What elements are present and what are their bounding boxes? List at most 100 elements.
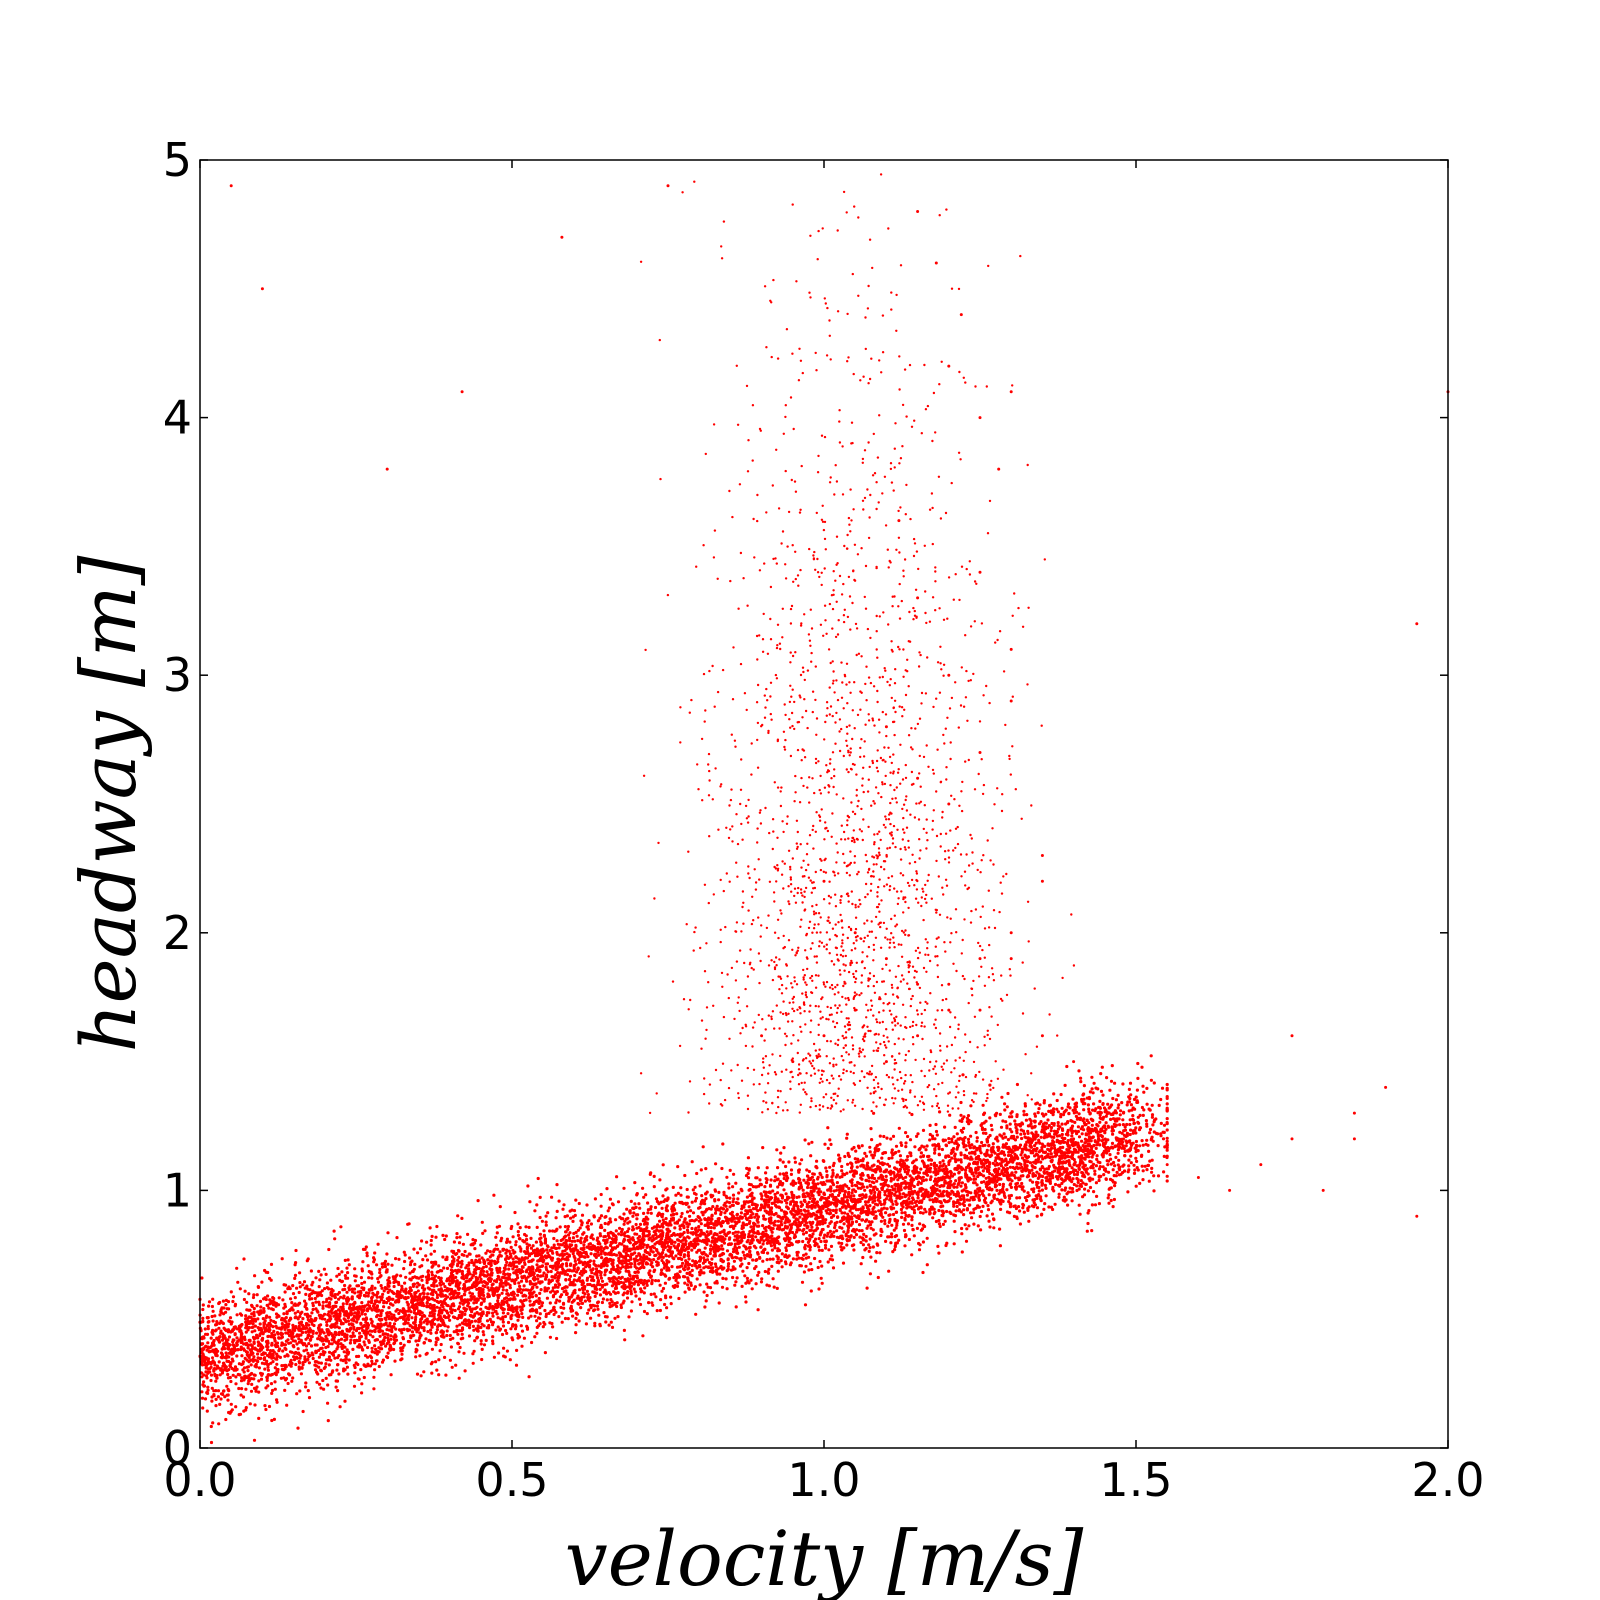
- scatter-point: [893, 1248, 897, 1252]
- scatter-point: [313, 1296, 317, 1301]
- scatter-point: [655, 1249, 659, 1253]
- scatter-point: [342, 1350, 346, 1354]
- scatter-point: [206, 1385, 210, 1389]
- scatter-point: [806, 1185, 810, 1190]
- scatter-point: [546, 1211, 550, 1215]
- scatter-point: [1030, 1131, 1034, 1135]
- scatter-point: [269, 1318, 273, 1322]
- scatter-point: [616, 1200, 621, 1204]
- scatter-point: [825, 1169, 829, 1173]
- scatter-point: [763, 1185, 767, 1189]
- scatter-point: [669, 1302, 673, 1306]
- scatter-point: [705, 1293, 709, 1298]
- scatter-point: [710, 1177, 714, 1181]
- scatter-point: [998, 1227, 1002, 1231]
- scatter-point: [1102, 1168, 1107, 1172]
- scatter-point: [347, 1358, 351, 1362]
- scatter-point: [1015, 1082, 1020, 1087]
- scatter-point: [1060, 1106, 1064, 1110]
- scatter-point: [761, 1242, 765, 1246]
- scatter-point: [1156, 1174, 1161, 1178]
- scatter-point: [572, 1231, 576, 1236]
- scatter-point: [1039, 1135, 1043, 1139]
- scatter-point: [715, 1204, 719, 1208]
- scatter-point: [1020, 1156, 1025, 1160]
- scatter-point: [443, 1355, 447, 1359]
- scatter-point: [725, 1249, 730, 1253]
- scatter-point: [461, 1242, 465, 1246]
- scatter-point: [1127, 1109, 1131, 1113]
- scatter-point: [485, 1319, 490, 1323]
- scatter-point: [969, 1211, 973, 1215]
- scatter-point: [635, 1254, 639, 1258]
- scatter-point: [1138, 1144, 1142, 1148]
- scatter-point: [490, 1268, 494, 1272]
- scatter-point: [917, 1241, 921, 1246]
- scatter-point: [231, 1340, 235, 1344]
- scatter-point: [218, 1402, 222, 1406]
- scatter-point: [297, 1290, 301, 1295]
- scatter-point: [1127, 1158, 1131, 1162]
- scatter-point: [295, 1286, 299, 1290]
- scatter-point: [1097, 1202, 1101, 1206]
- scatter-point: [985, 1214, 989, 1218]
- scatter-point: [805, 1174, 810, 1178]
- scatter-point: [429, 1328, 433, 1332]
- scatter-point: [829, 1244, 834, 1248]
- scatter-point: [1004, 1120, 1008, 1124]
- scatter-point: [678, 1227, 682, 1231]
- scatter-point: [494, 1243, 499, 1247]
- scatter-point: [424, 1254, 428, 1258]
- scatter-point: [962, 1208, 966, 1212]
- scatter-point: [802, 1208, 807, 1212]
- scatter-point: [1086, 1221, 1090, 1226]
- scatter-point: [227, 1335, 232, 1339]
- scatter-point: [850, 1181, 854, 1185]
- scatter-point: [1159, 1097, 1163, 1102]
- scatter-point: [224, 1303, 228, 1307]
- scatter-point: [1043, 1156, 1047, 1160]
- scatter-point: [1138, 1181, 1142, 1185]
- scatter-point: [885, 1136, 889, 1140]
- scatter-point: [318, 1278, 322, 1282]
- scatter-point: [266, 1345, 270, 1349]
- scatter-point: [731, 1185, 735, 1189]
- scatter-point: [1053, 1182, 1058, 1187]
- scatter-point: [283, 1346, 287, 1350]
- scatter-point: [778, 1172, 782, 1176]
- scatter-point: [504, 1257, 508, 1261]
- scatter-point: [388, 1281, 392, 1285]
- scatter-point: [893, 1234, 897, 1239]
- scatter-point: [252, 1293, 256, 1297]
- scatter-point: [480, 1357, 484, 1362]
- scatter-point: [545, 1244, 550, 1248]
- scatter-point: [401, 1337, 405, 1341]
- scatter-point: [810, 1235, 814, 1239]
- scatter-point: [1111, 1117, 1116, 1121]
- scatter-point: [613, 1316, 617, 1320]
- scatter-point: [1002, 1159, 1006, 1163]
- scatter-point: [941, 1222, 946, 1226]
- scatter-point: [579, 1306, 583, 1310]
- scatter-point: [1006, 1153, 1011, 1158]
- scatter-point: [310, 1311, 314, 1315]
- scatter-point: [1108, 1088, 1112, 1092]
- scatter-point: [776, 1269, 780, 1273]
- scatter-point: [984, 1176, 988, 1180]
- scatter-point: [1129, 1161, 1133, 1165]
- scatter-point: [1135, 1166, 1139, 1170]
- scatter-point: [713, 1262, 718, 1266]
- scatter-point: [1165, 1106, 1169, 1110]
- scatter-point: [921, 1128, 926, 1132]
- scatter-point: [829, 1220, 833, 1224]
- scatter-point: [701, 1145, 705, 1149]
- scatter-point: [231, 1295, 236, 1299]
- scatter-point: [879, 1219, 884, 1223]
- scatter-point: [637, 1225, 641, 1230]
- scatter-point: [1095, 1123, 1099, 1127]
- scatter-point: [1027, 1205, 1031, 1209]
- scatter-point: [1013, 1119, 1017, 1123]
- scatter-point: [347, 1263, 351, 1267]
- scatter-point: [429, 1331, 433, 1335]
- scatter-point: [773, 1246, 777, 1250]
